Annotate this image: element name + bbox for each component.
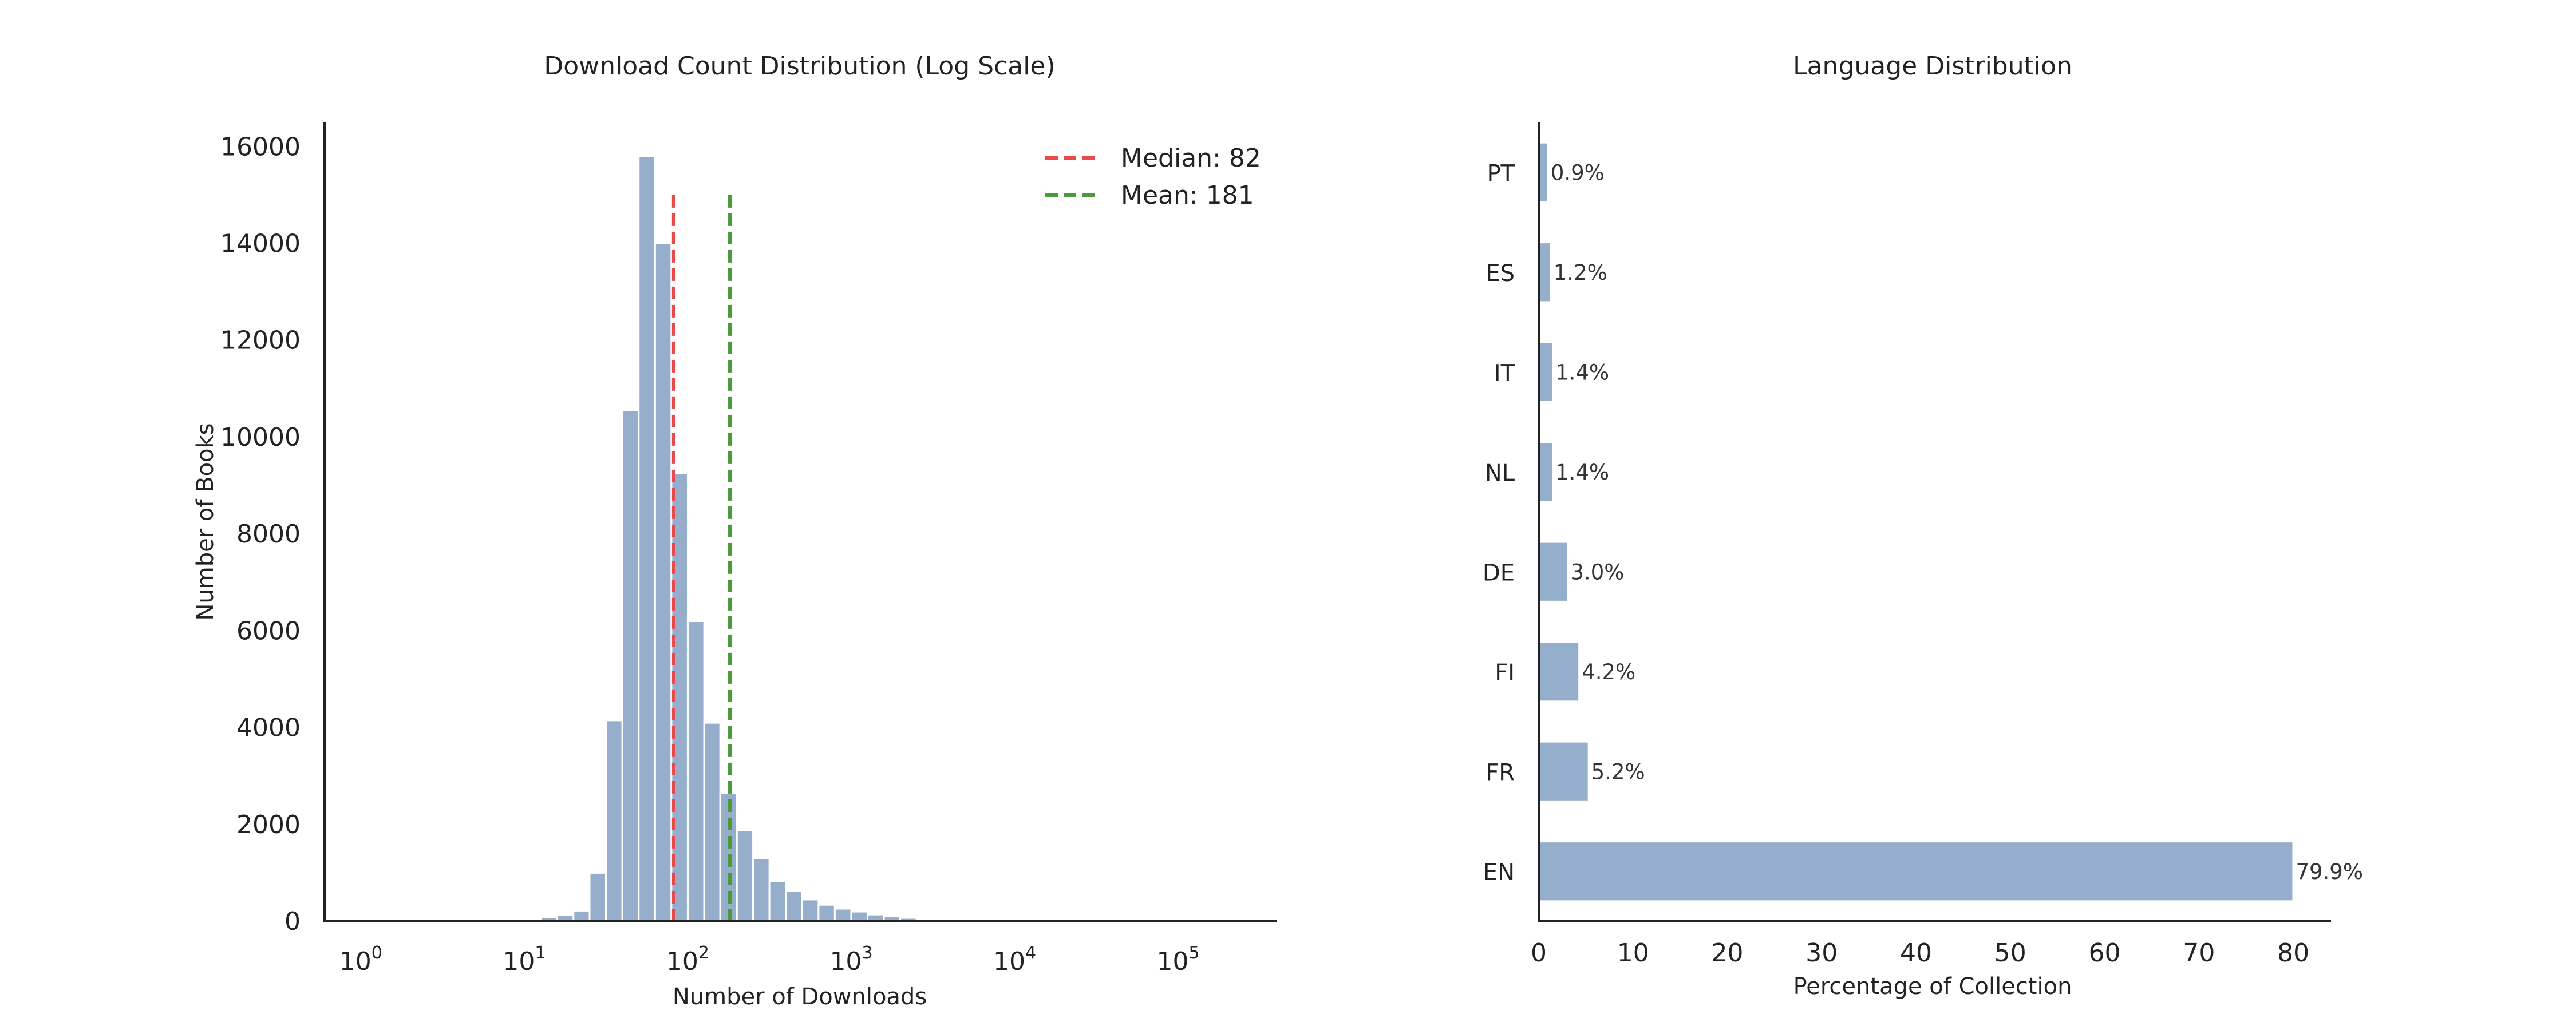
histogram-y-tick-2: 4000 [236, 714, 301, 743]
histogram-y-label: Number of Books [192, 423, 219, 620]
language-bar-en [1539, 842, 2293, 901]
language-bar-fi [1539, 643, 1579, 701]
language-x-tick-0: 0 [1531, 938, 1547, 968]
language-category-de: DE [1483, 560, 1515, 586]
histogram-x-tick-2: 102 [666, 943, 709, 976]
histogram-bar-6 [621, 409, 640, 922]
histogram-bar-5 [605, 719, 623, 922]
histogram-bar-10 [686, 620, 705, 922]
language-value-label-it: 1.4% [1555, 360, 1609, 385]
language-bar-it [1539, 343, 1552, 401]
language-bar-nl [1539, 443, 1552, 501]
language-chart: Language Distribution EN 79.9% FR 5.2% FI 4.2… [1483, 52, 2363, 1000]
legend-label-1: Mean: 181 [1121, 181, 1254, 210]
histogram-bar-20 [850, 910, 869, 922]
histogram-bars [523, 155, 1016, 922]
language-category-nl: NL [1485, 460, 1515, 486]
histogram-legend: Median: 82 Mean: 181 [1045, 144, 1261, 210]
histogram-y-tick-1: 2000 [236, 810, 301, 839]
language-bar-pt [1539, 143, 1547, 201]
histogram-x-tick-4: 104 [993, 943, 1036, 976]
language-bar-fr [1539, 742, 1588, 801]
histogram-y-tick-6: 12000 [220, 326, 301, 355]
language-x-tick-6: 60 [2089, 938, 2121, 968]
language-category-fr: FR [1485, 759, 1515, 786]
histogram-y-tick-7: 14000 [220, 229, 301, 259]
histogram-bar-16 [785, 890, 803, 922]
language-value-label-fr: 5.2% [1591, 759, 1645, 784]
language-x-tick-8: 80 [2277, 938, 2309, 968]
histogram-x-ticks: 100 101 102 103 104 105 [339, 943, 1200, 976]
language-x-label: Percentage of Collection [1793, 973, 2072, 1000]
language-x-tick-3: 30 [1805, 938, 1838, 968]
histogram-bar-3 [572, 909, 591, 922]
histogram-x-tick-3: 103 [829, 943, 872, 976]
histogram-title: Download Count Distribution (Log Scale) [544, 52, 1055, 81]
language-value-label-de: 3.0% [1570, 560, 1624, 584]
language-value-label-es: 1.2% [1554, 260, 1607, 285]
histogram-y-tick-0: 0 [285, 907, 301, 936]
histogram-bar-4 [588, 871, 607, 922]
histogram-bar-13 [736, 829, 754, 922]
histogram-bar-15 [768, 880, 787, 922]
language-bar-de [1539, 542, 1567, 601]
legend-label-0: Median: 82 [1121, 144, 1261, 173]
histogram-bar-19 [833, 908, 852, 922]
histogram-x-label: Number of Downloads [673, 984, 927, 1010]
histogram-y-tick-8: 16000 [220, 132, 301, 161]
language-x-tick-2: 20 [1712, 938, 1744, 968]
language-value-label-nl: 1.4% [1555, 460, 1609, 485]
reference-lines [671, 195, 732, 921]
histogram-bar-7 [638, 155, 656, 922]
download-histogram: Download Count Distribution (Log Scale) … [192, 52, 1277, 1010]
histogram-x-tick-1: 101 [503, 943, 546, 976]
language-x-tick-1: 10 [1617, 938, 1649, 968]
histogram-y-tick-3: 6000 [236, 616, 301, 645]
language-x-ticks: 0 10 20 30 40 50 60 70 80 [1531, 938, 2309, 968]
language-value-label-pt: 0.9% [1551, 160, 1605, 185]
language-category-es: ES [1485, 260, 1515, 287]
histogram-bar-8 [654, 243, 673, 922]
histogram-x-tick-5: 105 [1157, 943, 1200, 976]
histogram-bar-17 [801, 898, 820, 922]
language-x-tick-5: 50 [1994, 938, 2026, 968]
histogram-x-tick-0: 100 [339, 943, 382, 976]
histogram-y-tick-5: 10000 [220, 423, 301, 452]
language-x-tick-4: 40 [1900, 938, 1932, 968]
language-x-tick-7: 70 [2183, 938, 2215, 968]
language-bar-es [1539, 243, 1550, 302]
histogram-y-ticks: 0 2000 4000 6000 8000 10000 12000 14000 16000 [220, 132, 301, 936]
language-value-label-en: 79.9% [2296, 859, 2363, 884]
language-bars: EN 79.9% FR 5.2% FI 4.2% DE 3.0% NL 1.4% IT 1.4% ES 1… [1483, 143, 2363, 901]
language-chart-title: Language Distribution [1793, 52, 2072, 81]
language-category-pt: PT [1487, 160, 1515, 187]
language-category-en: EN [1483, 859, 1515, 886]
language-value-label-fi: 4.2% [1582, 660, 1635, 684]
histogram-bar-14 [752, 857, 771, 922]
histogram-bar-18 [817, 904, 836, 922]
language-category-fi: FI [1495, 660, 1515, 686]
language-category-it: IT [1494, 360, 1515, 386]
histogram-y-tick-4: 8000 [236, 520, 301, 549]
histogram-bar-11 [703, 722, 721, 922]
